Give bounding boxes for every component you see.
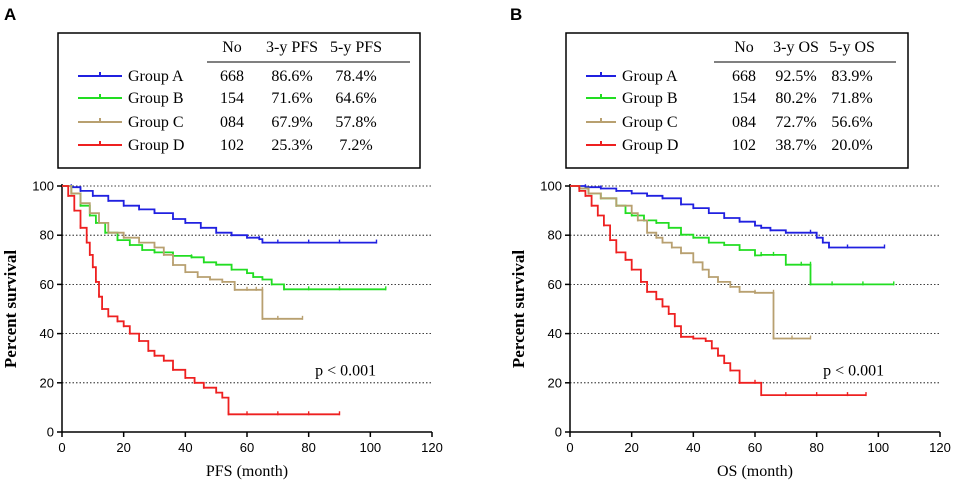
legend-group-label: Group A [128,68,184,85]
table-cell-no: 084 [220,114,244,131]
table-cell-no: 084 [732,114,756,131]
x-axis-title: PFS (month) [206,463,288,480]
panel-letter-a: A [4,5,16,24]
survival-curve-group-a [570,185,885,249]
table-cell-5y: 7.2% [339,137,372,154]
legend-group-label: Group D [128,137,184,154]
x-tick-label: 120 [929,440,951,455]
panel-a: A No 3-y PFS 5-y PFS Group A 668 86.6% 78.4% Gr… [1,5,443,480]
table-header: 5-y OS [829,39,875,56]
table-cell-5y: 64.6% [335,90,376,107]
y-axis-title: Percent survival [1,250,20,368]
y-tick-label: 20 [40,375,54,390]
legend-group-label: Group D [622,137,678,154]
table-cell-no: 102 [220,137,244,154]
x-tick-label: 100 [359,440,381,455]
y-tick-label: 0 [555,425,562,440]
y-tick-label: 60 [40,277,54,292]
x-tick-label: 0 [58,440,65,455]
table-header: 3-y PFS [266,39,318,56]
x-tick-label: 80 [301,440,315,455]
y-tick-label: 100 [32,179,54,194]
table-cell-5y: 57.8% [335,114,376,131]
y-tick-label: 60 [548,277,562,292]
y-tick-label: 80 [548,228,562,243]
y-tick-label: 40 [40,326,54,341]
table-cell-3y: 86.6% [271,68,312,85]
y-axis-title: Percent survival [509,250,528,368]
p-value-label: p < 0.001 [315,362,376,379]
x-tick-label: 60 [748,440,762,455]
y-tick-label: 20 [548,375,562,390]
plot-b: 0 20 40 60 80 100 0 20 40 60 80 100 120 OS (month) Per… [509,179,951,481]
x-tick-label: 0 [566,440,573,455]
p-value-label: p < 0.001 [823,362,884,379]
table-cell-5y: 78.4% [335,68,376,85]
table-cell-5y: 20.0% [831,137,872,154]
table-cell-no: 668 [220,68,244,85]
table-header: 5-y PFS [330,39,382,56]
table-cell-3y: 80.2% [775,90,816,107]
x-axis-title: OS (month) [717,463,793,480]
survival-curve-group-d [62,185,340,416]
legend-table-box [565,32,909,169]
y-tick-label: 100 [540,179,562,194]
legend-table-b: No 3-y OS 5-y OS Group A 668 92.5% 83.9% Group … [586,39,896,154]
table-cell-no: 668 [732,68,756,85]
survival-curve-group-d [570,185,866,396]
legend-group-label: Group C [128,114,184,131]
table-cell-3y: 25.3% [271,137,312,154]
legend-group-label: Group C [622,114,678,131]
table-cell-no: 154 [220,90,244,107]
plot-a: 0 20 40 60 80 100 0 20 40 60 80 100 120 PFS (month) Pe… [1,179,443,481]
x-tick-label: 120 [421,440,443,455]
legend-table-box [57,32,421,169]
table-cell-no: 102 [732,137,756,154]
survival-curve-group-a [62,185,377,244]
table-cell-5y: 71.8% [831,90,872,107]
table-cell-3y: 92.5% [775,68,816,85]
x-tick-label: 40 [178,440,192,455]
table-cell-no: 154 [732,90,756,107]
x-tick-label: 100 [867,440,889,455]
survival-curve-group-c [570,185,811,340]
y-tick-label: 40 [548,326,562,341]
table-header: No [734,39,754,56]
table-header: 3-y OS [773,39,819,56]
y-tick-label: 0 [47,425,54,440]
legend-table-a: No 3-y PFS 5-y PFS Group A 668 86.6% 78.4% Grou… [78,39,410,154]
survival-curve-group-c [62,185,303,320]
table-cell-3y: 67.9% [271,114,312,131]
panel-b: B No 3-y OS 5-y OS Group A 668 92.5% 83.9% Grou… [509,5,951,480]
table-cell-5y: 83.9% [831,68,872,85]
panel-letter-b: B [510,5,522,24]
table-cell-3y: 38.7% [775,137,816,154]
table-header: No [222,39,242,56]
x-tick-label: 80 [809,440,823,455]
legend-group-label: Group B [622,90,678,107]
x-tick-label: 40 [686,440,700,455]
table-cell-5y: 56.6% [831,114,872,131]
y-tick-label: 80 [40,228,54,243]
x-tick-label: 20 [624,440,638,455]
x-tick-label: 60 [240,440,254,455]
x-tick-label: 20 [116,440,130,455]
legend-group-label: Group B [128,90,184,107]
legend-group-label: Group A [622,68,678,85]
table-cell-3y: 71.6% [271,90,312,107]
table-cell-3y: 72.7% [775,114,816,131]
survival-curve-group-b [62,185,386,291]
